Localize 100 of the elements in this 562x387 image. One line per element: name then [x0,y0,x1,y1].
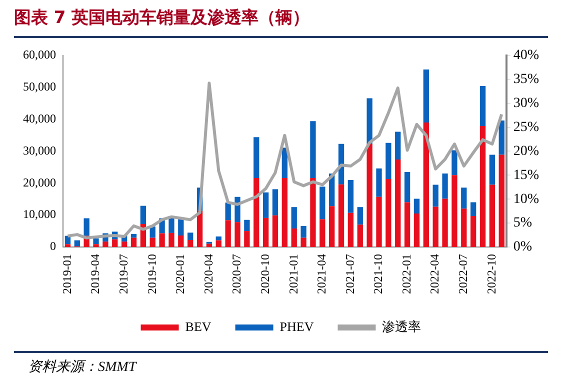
bar [216,236,222,240]
bar [244,220,250,232]
bar [178,219,184,236]
bar [423,69,429,122]
legend-label: PHEV [280,318,314,334]
y2-tick-label: 40% [513,48,540,64]
bar [329,206,335,248]
x-tick-label: 2020-10 [258,254,272,294]
bar [140,206,146,224]
bar [320,219,326,248]
bar [432,184,438,207]
bar [159,233,165,248]
bar [489,184,496,248]
bar [244,231,250,248]
bar [480,126,486,248]
bar [498,120,504,155]
bar [150,238,156,248]
bar [470,216,476,248]
y-tick-label: 50,000 [23,79,56,94]
bar [414,198,420,214]
y-tick-label: 20,000 [23,175,56,190]
y-tick-label: 10,000 [23,207,56,222]
bar [84,218,90,236]
bar [206,244,212,248]
bar [300,238,306,248]
bar [348,180,354,213]
bar [386,178,392,248]
bar [366,144,372,248]
bar [112,239,118,248]
bar [300,226,306,238]
bar [366,98,372,144]
bar [225,220,231,248]
bar [272,189,278,216]
y2-tick-label: 20% [513,144,540,159]
bar [196,210,203,248]
y2-tick-label: 10% [513,192,540,207]
bar [254,178,260,248]
bar [432,206,438,248]
bar [489,154,496,185]
bar [395,132,401,160]
bar [461,188,467,209]
x-tick-label: 2020-04 [201,254,216,294]
bar [93,238,99,244]
bar [74,240,80,246]
x-tick-label: 2021-01 [286,254,300,294]
bar [234,222,240,248]
bar [395,160,401,248]
x-tick-label: 2022-01 [399,254,414,294]
x-tick-label: 2022-10 [484,254,498,294]
y2-tick-label: 15% [513,168,540,183]
bar [291,207,297,228]
legend-label: BEV [185,318,212,334]
bar [188,232,194,240]
bar [225,202,231,220]
bar [480,86,486,126]
bar [376,168,382,197]
x-tick-label: 2022-04 [428,254,442,294]
bar [498,154,504,248]
x-tick-label: 2020-01 [173,254,188,294]
bar [461,208,467,248]
bar [254,137,260,178]
bar [442,198,448,248]
y-tick-label: 30,000 [23,143,56,158]
bar [272,215,278,248]
bar [282,148,288,178]
bar [320,186,326,220]
bar [188,240,194,248]
bar [386,142,392,179]
bar [404,202,410,248]
bar [168,232,174,248]
bar [291,228,297,248]
bar [452,150,458,176]
bar [338,184,344,248]
y2-tick-label: 25% [513,120,540,135]
text: 资料来源：SMMT [28,358,136,376]
bar [357,224,363,248]
bar [442,174,448,199]
bar [93,244,99,248]
y2-tick-label: 5% [513,216,532,231]
bar [414,213,420,248]
bar [470,202,476,216]
x-tick-label: 2021-07 [342,254,357,294]
legend-label: 渗透率 [382,318,422,334]
bar [102,242,108,248]
bar [310,121,316,178]
bar [216,240,222,248]
x-tick-label: 2019-04 [88,254,102,294]
bar [310,178,316,248]
y-tick-label: 60,000 [23,48,56,62]
bar [452,175,458,248]
bar [130,238,137,248]
y2-tick-label: 0% [513,240,532,255]
y-tick-label: 0 [50,239,56,254]
bar [121,242,128,248]
bar [282,178,288,248]
x-tick-label: 2022-07 [456,254,470,294]
chart-title: 图表 7 英国电动车销量及渗透率（辆） [14,7,310,29]
bar [262,192,269,218]
x-tick-label: 2019-07 [116,254,130,294]
bar [262,218,269,248]
